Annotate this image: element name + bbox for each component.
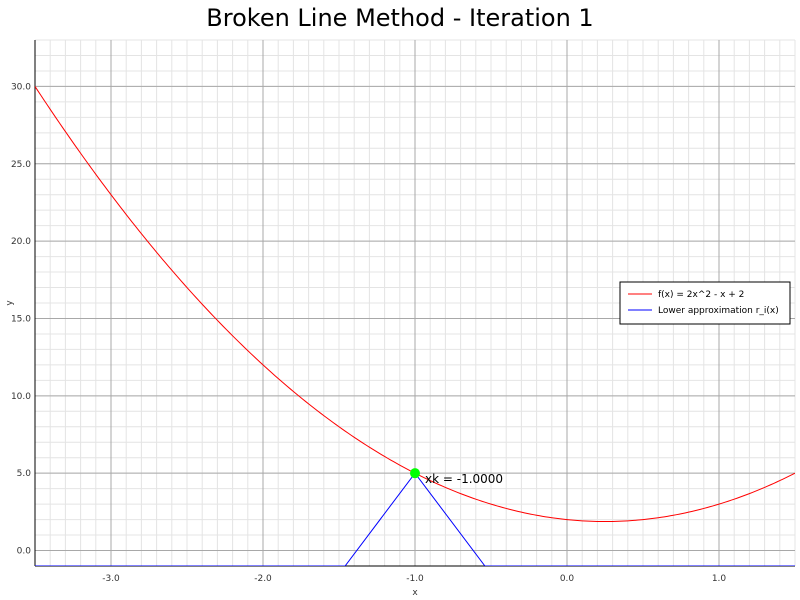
y-tick-label: 30.0 [11,82,31,92]
y-tick-label: 15.0 [11,314,31,324]
legend-entry: Lower approximation r_i(x) [658,306,779,316]
y-tick-label: 25.0 [11,160,31,170]
legend-box [619,281,791,325]
x-tick-label: -1.0 [406,574,424,584]
current-point-marker [410,468,420,479]
x-axis-label: x [412,588,418,598]
y-tick-label: 0.0 [17,547,32,557]
legend-entry: f(x) = 2x^2 - x + 2 [658,290,744,300]
y-tick-label: 10.0 [11,392,31,402]
y-axis-label: y [5,300,15,306]
tick-labels: -3.0 -2.0 -1.0 0.0 1.0 0.0 5.0 10.0 15.0 20.0 25.0… [5,82,726,598]
y-tick-label: 20.0 [11,237,31,247]
x-tick-label: 1.0 [712,574,727,584]
legend: f(x) = 2x^2 - x + 2 Lower approximation r… [619,281,791,325]
x-tick-label: -2.0 [254,574,272,584]
x-tick-label: -3.0 [102,574,120,584]
chart-title: Broken Line Method - Iteration 1 [206,4,594,32]
y-tick-label: 5.0 [17,469,32,479]
x-tick-label: 0.0 [560,574,575,584]
current-point-label: xk = -1.0000 [425,472,503,486]
marker-layer: xk = -1.0000 [410,468,503,486]
